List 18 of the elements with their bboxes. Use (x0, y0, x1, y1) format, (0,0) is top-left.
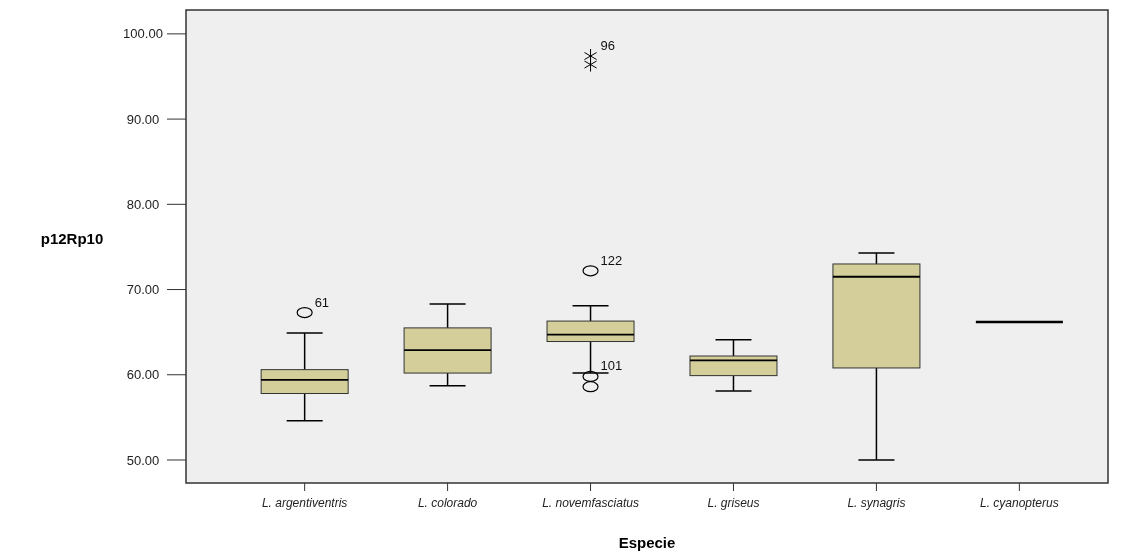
x-tick-label: L. synagris (847, 496, 906, 510)
y-tick-label: 70.00 (126, 282, 160, 298)
annotation: 96 (600, 38, 616, 54)
x-tick-label: L. cyanopterus (980, 496, 1059, 510)
x-tick-label: L. colorado (417, 496, 478, 510)
y-tick-label: 100.00 (123, 26, 163, 42)
annotation: 101 (600, 358, 623, 374)
x-tick-label: L. argentiventris (261, 496, 348, 510)
y-tick-label: 50.00 (126, 452, 160, 468)
x-tick-label: L. griseus (707, 496, 760, 510)
y-tick-label: 90.00 (126, 111, 160, 127)
y-axis-title: p12Rp10 (40, 230, 104, 247)
y-tick-label: 60.00 (126, 367, 160, 383)
y-tick-label: 80.00 (126, 196, 160, 212)
x-axis-title: Especie (618, 534, 676, 551)
annotation: 61 (314, 294, 330, 310)
x-tick-label: L. novemfasciatus (542, 496, 639, 510)
annotation: 122 (600, 252, 623, 268)
